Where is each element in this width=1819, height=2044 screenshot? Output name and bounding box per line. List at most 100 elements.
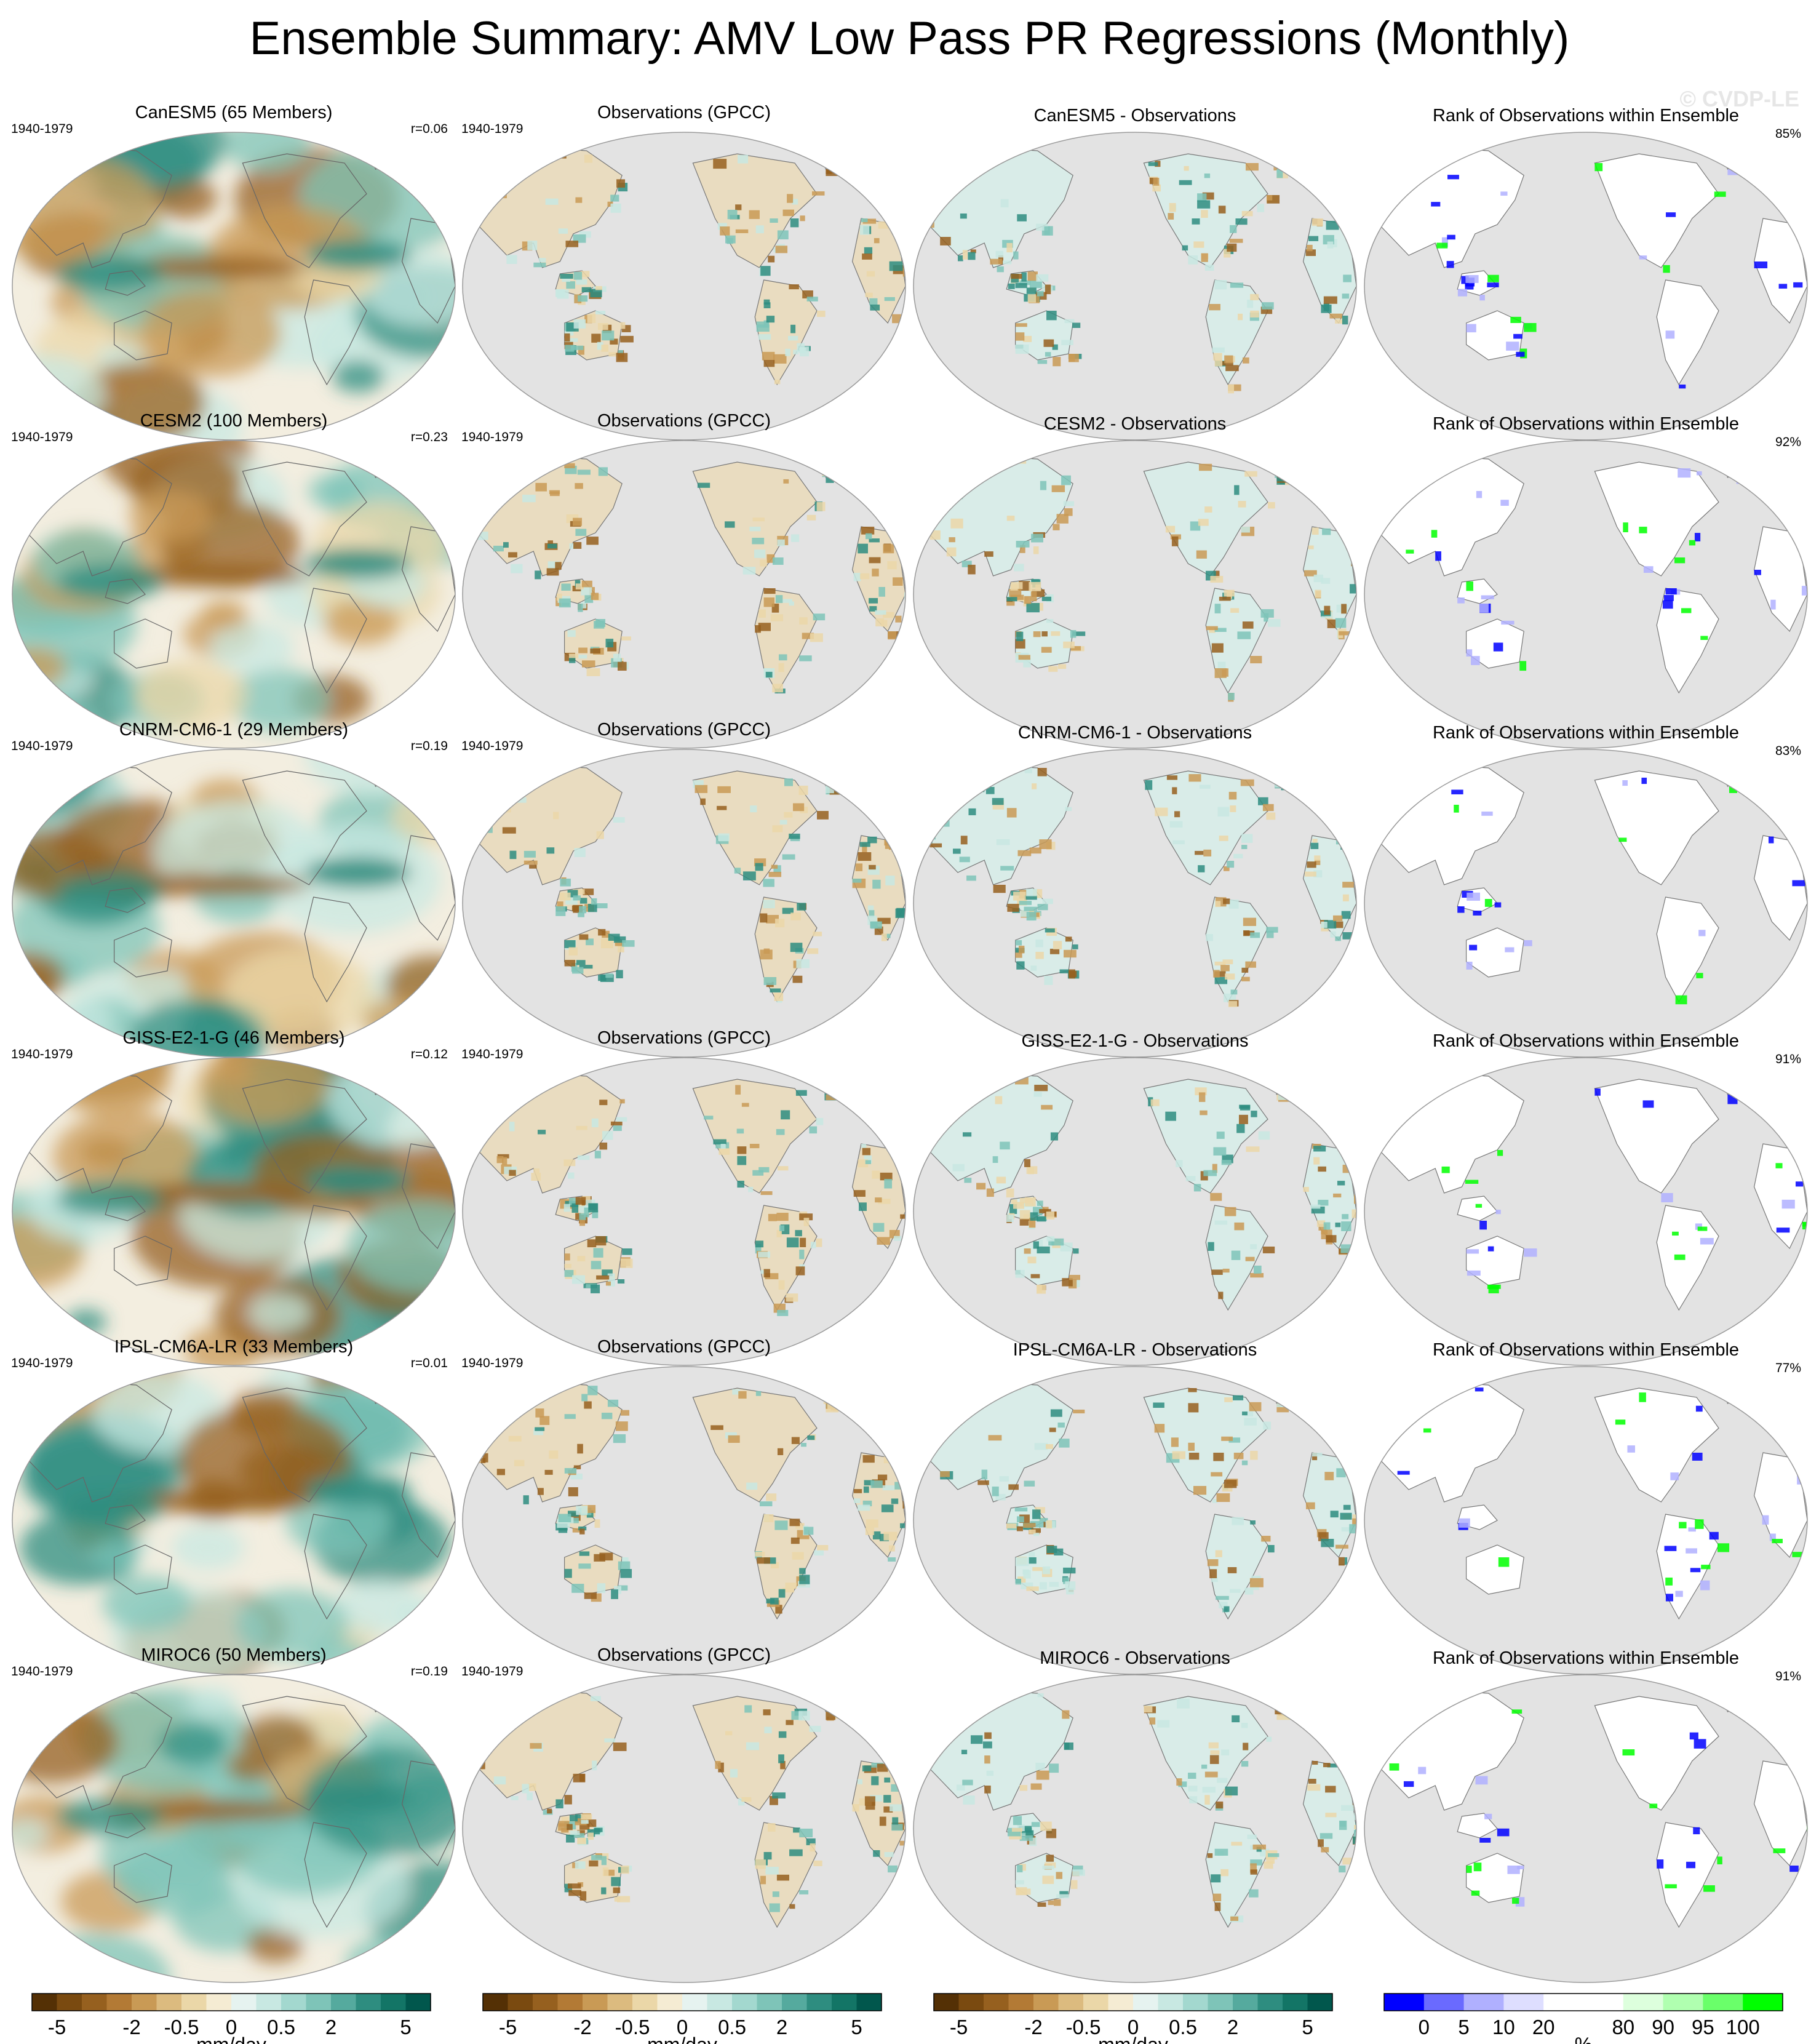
colorbar-swatch bbox=[1208, 1994, 1233, 2011]
obs-panel-title: Observations (GPCC) bbox=[597, 411, 771, 431]
colorbar-swatch bbox=[1623, 1994, 1664, 2011]
page-title: Ensemble Summary: AMV Low Pass PR Regres… bbox=[249, 12, 1570, 65]
colorbar-swatch bbox=[1133, 1994, 1158, 2011]
colorbar-swatch bbox=[356, 1994, 381, 2011]
model-map-2 bbox=[12, 440, 456, 749]
model-map-6 bbox=[12, 1674, 456, 1983]
colorbar-swatch bbox=[1158, 1994, 1184, 2011]
diff-panel-title: GISS-E2-1-G - Observations bbox=[1021, 1031, 1248, 1051]
rank-panel-title: Rank of Observations within Ensemble bbox=[1433, 723, 1739, 743]
colorbar-swatch bbox=[1503, 1994, 1544, 2011]
rank-percent-label: 91% bbox=[1775, 1052, 1801, 1066]
correlation-label: r=0.01 bbox=[411, 1356, 448, 1370]
colorbar-swatch bbox=[533, 1994, 558, 2011]
period-label: 1940-1979 bbox=[11, 1356, 73, 1370]
model-panel-title: GISS-E2-1-G (46 Members) bbox=[123, 1028, 345, 1048]
model-panel-title: CNRM-CM6-1 (29 Members) bbox=[119, 720, 348, 740]
colorbar-swatch bbox=[934, 1994, 959, 2011]
period-label: 1940-1979 bbox=[11, 122, 73, 136]
colorbar-swatch bbox=[281, 1994, 306, 2011]
obs-map-2 bbox=[462, 440, 906, 749]
rank-panel-title: Rank of Observations within Ensemble bbox=[1433, 1648, 1739, 1668]
colorbar-swatch bbox=[1463, 1994, 1504, 2011]
obs-map-3 bbox=[462, 749, 906, 1058]
diff-map-3 bbox=[913, 749, 1357, 1058]
difference-colorbar: -5 -2 -0.5 0 0.5 2 5 mm/day bbox=[933, 1993, 1333, 2044]
diff-panel-title: MIROC6 - Observations bbox=[1040, 1648, 1230, 1668]
correlation-label: r=0.19 bbox=[411, 1664, 448, 1679]
colorbar-tick-label: -0.5 bbox=[615, 2016, 650, 2038]
obs-panel-title: Observations (GPCC) bbox=[597, 1028, 771, 1048]
colorbar-swatch bbox=[1058, 1994, 1084, 2011]
colorbar-unit: % bbox=[1575, 2034, 1592, 2044]
colorbar-swatch bbox=[832, 1994, 857, 2011]
colorbar-swatch bbox=[106, 1994, 132, 2011]
colorbar-swatch bbox=[1703, 1994, 1743, 2011]
colorbar-tick-label: -0.5 bbox=[164, 2016, 199, 2038]
colorbar-tick-label: 2 bbox=[776, 2016, 787, 2038]
rank-colorbar: 0 5 10 20 80 90 95 100% bbox=[1383, 1993, 1783, 2044]
colorbar-tick-label: 80 bbox=[1612, 2016, 1634, 2038]
colorbar-swatch bbox=[32, 1994, 57, 2011]
colorbar-tick-label: 5 bbox=[851, 2016, 862, 2038]
colorbar-tick-label: -2 bbox=[1024, 2016, 1042, 2038]
rank-map-6 bbox=[1364, 1674, 1808, 1983]
colorbar-swatch bbox=[156, 1994, 182, 2011]
colorbar-unit: mm/day bbox=[647, 2034, 717, 2044]
rank-panel-title: Rank of Observations within Ensemble bbox=[1433, 1031, 1739, 1051]
colorbar-swatch bbox=[1423, 1994, 1465, 2011]
colorbar-swatch bbox=[657, 1994, 683, 2011]
colorbar-swatch bbox=[1663, 1994, 1703, 2011]
colorbar-tick-label: 100 bbox=[1726, 2016, 1760, 2038]
colorbar-tick-label: -2 bbox=[122, 2016, 140, 2038]
diff-panel-title: IPSL-CM6A-LR - Observations bbox=[1013, 1340, 1257, 1360]
colorbar-tick-label: 0 bbox=[226, 2016, 237, 2038]
model-map-5 bbox=[12, 1366, 456, 1675]
colorbar-swatch bbox=[405, 1994, 431, 2011]
colorbar-swatch bbox=[381, 1994, 406, 2011]
obs-map-6 bbox=[462, 1674, 906, 1983]
correlation-label: r=0.12 bbox=[411, 1047, 448, 1061]
period-label: 1940-1979 bbox=[11, 739, 73, 753]
colorbar-swatch bbox=[507, 1994, 533, 2011]
diff-map-2 bbox=[913, 440, 1357, 749]
colorbar-tick-label: -0.5 bbox=[1066, 2016, 1101, 2038]
colorbar-swatch bbox=[256, 1994, 282, 2011]
correlation-label: r=0.19 bbox=[411, 739, 448, 753]
colorbar-swatch bbox=[1384, 1994, 1425, 2011]
colorbar-tick-label: -5 bbox=[499, 2016, 517, 2038]
colorbar-tick-label: -5 bbox=[48, 2016, 66, 2038]
colorbar-swatch bbox=[306, 1994, 332, 2011]
colorbar-swatch bbox=[483, 1994, 508, 2011]
colorbar-swatch bbox=[632, 1994, 658, 2011]
colorbar-tick-label: 0.5 bbox=[718, 2016, 746, 2038]
colorbar-swatch bbox=[206, 1994, 232, 2011]
rank-map-3 bbox=[1364, 749, 1808, 1058]
colorbar-tick-label: -5 bbox=[950, 2016, 968, 2038]
obs-panel-title: Observations (GPCC) bbox=[597, 1337, 771, 1357]
rank-percent-label: 77% bbox=[1775, 1361, 1801, 1375]
rank-map-5 bbox=[1364, 1366, 1808, 1675]
colorbar-swatch bbox=[856, 1994, 882, 2011]
colorbar-swatch bbox=[82, 1994, 107, 2011]
colorbar-swatch bbox=[132, 1994, 157, 2011]
colorbar-swatch bbox=[1283, 1994, 1308, 2011]
colorbar-swatch bbox=[1543, 1994, 1584, 2011]
diff-map-6 bbox=[913, 1674, 1357, 1983]
obs-map-1 bbox=[462, 132, 906, 441]
rank-percent-label: 92% bbox=[1775, 435, 1801, 449]
correlation-label: r=0.23 bbox=[411, 430, 448, 444]
rank-percent-label: 83% bbox=[1775, 744, 1801, 758]
obs-map-4 bbox=[462, 1057, 906, 1366]
colorbar-swatch bbox=[958, 1994, 984, 2011]
obs-map-5 bbox=[462, 1366, 906, 1675]
colorbar-tick-label: 0 bbox=[677, 2016, 688, 2038]
period-label: 1940-1979 bbox=[461, 739, 523, 753]
colorbar-tick-label: 95 bbox=[1692, 2016, 1714, 2038]
colorbar-swatch bbox=[1008, 1994, 1034, 2011]
model-panel-title: CanESM5 (65 Members) bbox=[135, 103, 333, 122]
colorbar-swatch bbox=[557, 1994, 583, 2011]
colorbar-tick-label: 0.5 bbox=[267, 2016, 295, 2038]
obs-panel-title: Observations (GPCC) bbox=[597, 720, 771, 740]
